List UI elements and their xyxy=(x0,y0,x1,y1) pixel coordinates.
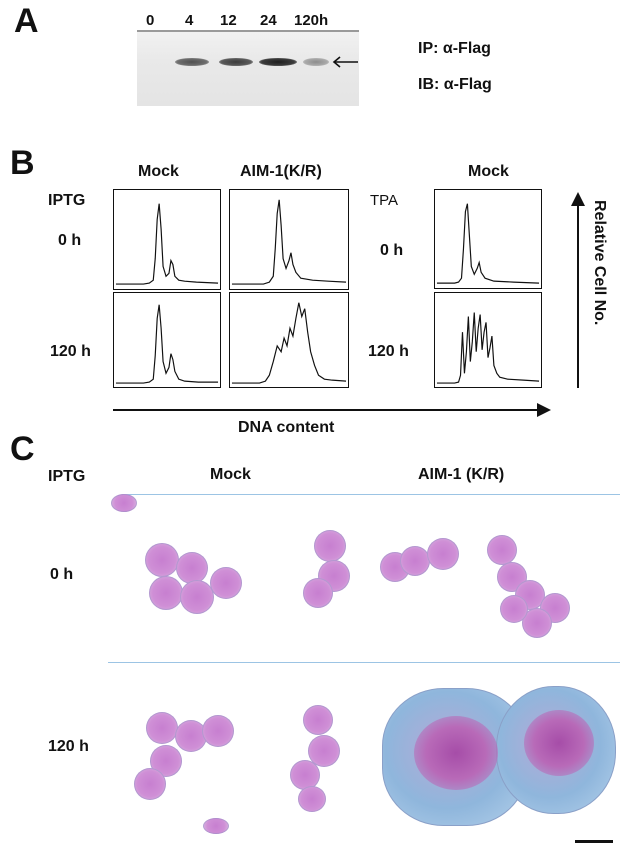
histogram-trace xyxy=(115,203,219,285)
micrograph-mid-line xyxy=(108,662,620,663)
cell-mock-120h xyxy=(290,760,320,790)
col-label-mock: Mock xyxy=(138,163,179,180)
blot-band-lane-120h xyxy=(303,58,329,66)
ib-label: IB: α-Flag xyxy=(418,76,492,93)
panel-c-col-label-mock: Mock xyxy=(210,466,251,483)
cell-mock-120h xyxy=(175,720,207,752)
lane-label-24: 24 xyxy=(260,12,277,29)
cell-mock-120h xyxy=(203,818,229,834)
time-label-0h: 0 h xyxy=(58,232,82,249)
dna-content-axis-arrow xyxy=(113,403,551,417)
col-label-mock-right: Mock xyxy=(468,163,509,180)
relative-cell-no-axis-arrow xyxy=(571,192,585,388)
lane-label-0: 0 xyxy=(146,12,155,29)
blot-band-lane-4 xyxy=(175,58,209,66)
cell-aim1-0h xyxy=(400,546,430,576)
row-label-tpa: TPA xyxy=(370,192,399,209)
histogram-mock-120h xyxy=(113,292,221,388)
panel-c-letter: C xyxy=(10,430,35,468)
blot-top-edge xyxy=(137,30,359,32)
row-label-iptg: IPTG xyxy=(48,192,86,209)
panel-c-time-label-120h: 120 h xyxy=(48,738,89,755)
cell-mock-0h xyxy=(111,494,137,512)
ip-label: IP: α-Flag xyxy=(418,40,491,57)
histogram-trace xyxy=(436,203,540,284)
histogram-aim1-0h xyxy=(229,189,349,290)
time-label-0h-right: 0 h xyxy=(380,242,404,259)
cell-aim1-0h xyxy=(487,535,517,565)
cell-mock-120h xyxy=(303,705,333,735)
dna-content-label: DNA content xyxy=(238,419,335,436)
cell-mock-120h xyxy=(202,715,234,747)
cell-mock-0h xyxy=(303,578,333,608)
blot-band-lane-12 xyxy=(219,58,253,66)
cell-mock-0h xyxy=(210,567,242,599)
lane-label-120h: 120h xyxy=(294,12,329,29)
cell-aim1-0h xyxy=(427,538,459,570)
western-blot-image xyxy=(137,30,359,106)
histogram-aim1-120h xyxy=(229,292,349,388)
panel-b-letter: B xyxy=(10,144,35,182)
cell-mock-0h xyxy=(176,552,208,584)
cell-mock-0h xyxy=(149,576,183,610)
micrograph-top-line xyxy=(122,494,620,495)
cell-mock-0h xyxy=(180,580,214,614)
cell-mock-120h xyxy=(134,768,166,800)
histogram-trace xyxy=(231,302,347,384)
cell-mock-0h xyxy=(145,543,179,577)
cell-mock-120h xyxy=(146,712,178,744)
panel-c-col-label-aim1-kr: AIM-1 (K/R) xyxy=(418,466,505,483)
arrow-left-icon xyxy=(332,56,358,68)
blot-band-lane-24 xyxy=(259,58,297,66)
histogram-trace xyxy=(115,304,219,384)
time-label-120h-right: 120 h xyxy=(368,343,409,360)
histogram-mock-0h-right xyxy=(434,189,542,289)
time-label-120h: 120 h xyxy=(50,343,91,360)
histogram-mock-0h xyxy=(113,189,221,290)
cell-aim1-0h xyxy=(500,595,528,623)
histogram-mock-120h-right xyxy=(434,292,542,388)
nuclei-cluster xyxy=(524,710,594,776)
relative-cell-no-label: Relative Cell No. xyxy=(591,200,608,326)
panel-a-letter: A xyxy=(14,2,39,40)
lane-label-4: 4 xyxy=(185,12,194,29)
lane-label-12: 12 xyxy=(220,12,237,29)
scale-bar xyxy=(575,840,613,843)
panel-c-time-label-0h: 0 h xyxy=(50,566,74,583)
histogram-trace xyxy=(231,199,347,285)
histogram-trace xyxy=(436,312,540,384)
cell-mock-120h xyxy=(298,786,326,812)
panel-c-row-label-iptg: IPTG xyxy=(48,468,86,485)
cell-mock-0h xyxy=(314,530,346,562)
col-label-aim1-kr: AIM-1(K/R) xyxy=(240,163,322,180)
nuclei-cluster xyxy=(414,716,498,790)
